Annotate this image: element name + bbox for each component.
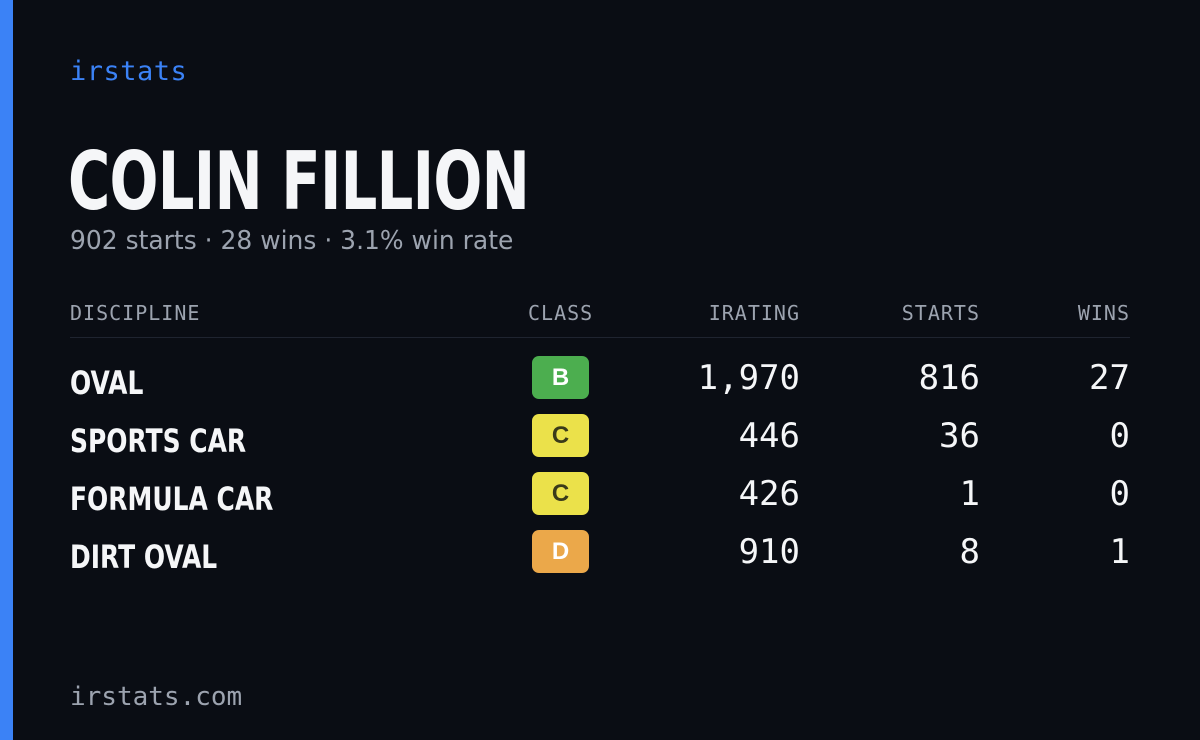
header-irating: IRATING <box>708 301 800 325</box>
starts-value: 816 <box>918 358 980 398</box>
discipline-name: SPORTS CAR <box>70 422 247 460</box>
irating-value: 426 <box>738 474 800 514</box>
header-wins: WINS <box>1077 301 1130 325</box>
table-row: DIRT OVAL D 910 8 1 <box>70 528 1130 586</box>
table-row: OVAL B 1,970 816 27 <box>70 354 1130 412</box>
irating-value: 446 <box>738 416 800 456</box>
discipline-name: DIRT OVAL <box>70 538 218 576</box>
wins-value: 0 <box>1109 474 1130 514</box>
table-header: DISCIPLINE CLASS IRATING STARTS WINS <box>70 295 1130 338</box>
header-discipline: DISCIPLINE <box>70 301 201 325</box>
stats-table: DISCIPLINE CLASS IRATING STARTS WINS OVA… <box>70 295 1130 586</box>
starts-value: 8 <box>959 532 980 572</box>
table-row: FORMULA CAR C 426 1 0 <box>70 470 1130 528</box>
wins-value: 1 <box>1109 532 1130 572</box>
header-starts: STARTS <box>901 301 980 325</box>
discipline-name: OVAL <box>70 364 144 402</box>
wins-value: 27 <box>1089 358 1130 398</box>
driver-name: COLIN FILLION <box>68 135 530 228</box>
footer-url: irstats.com <box>70 682 243 712</box>
header-class: CLASS <box>528 301 594 325</box>
class-badge: C <box>532 414 589 457</box>
class-badge: B <box>532 356 589 399</box>
brand-logo: irstats <box>70 56 188 87</box>
driver-summary: 902 starts · 28 wins · 3.1% win rate <box>70 226 514 256</box>
irating-value: 910 <box>738 532 800 572</box>
table-body: OVAL B 1,970 816 27 SPORTS CAR C 446 36 … <box>70 338 1130 586</box>
starts-value: 1 <box>959 474 980 514</box>
class-badge: C <box>532 472 589 515</box>
discipline-name: FORMULA CAR <box>70 480 274 518</box>
class-badge: D <box>532 530 589 573</box>
table-row: SPORTS CAR C 446 36 0 <box>70 412 1130 470</box>
starts-value: 36 <box>939 416 980 456</box>
wins-value: 0 <box>1109 416 1130 456</box>
irating-value: 1,970 <box>697 358 800 398</box>
accent-bar <box>0 0 13 740</box>
